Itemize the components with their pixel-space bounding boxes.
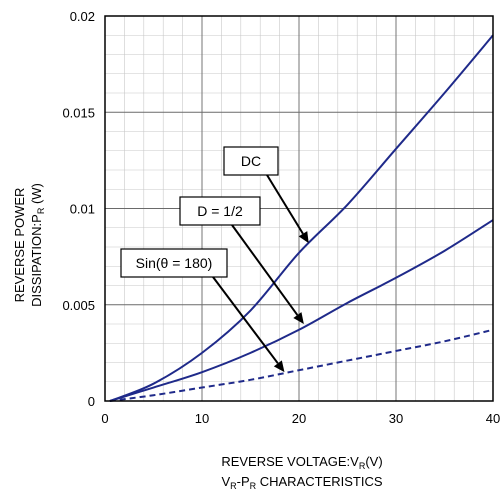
callout-sin-label: Sin(θ = 180): [136, 255, 213, 271]
callout-d-half: D = 1/2: [179, 196, 304, 324]
y-axis-title-line1: REVERSE POWER: [12, 188, 27, 303]
y-tick-label: 0.01: [70, 202, 95, 217]
y-tick-label: 0: [88, 394, 95, 409]
y-tick-label: 0.015: [62, 105, 95, 120]
callout-dc-box: [223, 146, 279, 176]
x-tick-label: 20: [292, 411, 306, 426]
series-layer: [109, 34, 494, 402]
chart-caption: VR-PR CHARACTERISTICS: [221, 474, 382, 491]
series-line-0: [109, 34, 494, 402]
callout-sin-arrowhead: [273, 360, 285, 373]
x-tick-label: 30: [389, 411, 403, 426]
callout-sin-arrow: [212, 276, 279, 364]
series-line-1: [109, 219, 494, 402]
callout-sin: Sin(θ = 180): [120, 248, 285, 373]
series-line-2: [109, 328, 494, 402]
x-tick-label: 0: [101, 411, 108, 426]
callout-d-half-arrowhead: [293, 312, 304, 324]
callout-dc-label: DC: [241, 153, 261, 169]
x-tick-label: 40: [486, 411, 500, 426]
callout-sin-box: [120, 248, 228, 278]
callout-dc-arrow: [266, 174, 304, 235]
tick-labels: 0 10 20 30 40 0 0.005 0.01 0.015 0.02: [62, 9, 500, 426]
y-tick-label: 0.005: [62, 298, 95, 313]
major-grid: [105, 16, 493, 401]
callout-d-half-label: D = 1/2: [197, 203, 243, 219]
callout-d-half-arrow: [231, 224, 299, 316]
callout-dc: DC: [223, 146, 309, 244]
callout-d-half-box: [179, 196, 261, 226]
plot-frame: [104, 15, 494, 402]
y-axis-title-line2: DISSIPATION:PR (W): [29, 183, 46, 307]
callout-dc-arrowhead: [298, 231, 309, 244]
y-tick-label: 0.02: [70, 9, 95, 24]
x-axis-title: REVERSE VOLTAGE:VR(V): [221, 454, 382, 471]
x-tick-label: 10: [195, 411, 209, 426]
